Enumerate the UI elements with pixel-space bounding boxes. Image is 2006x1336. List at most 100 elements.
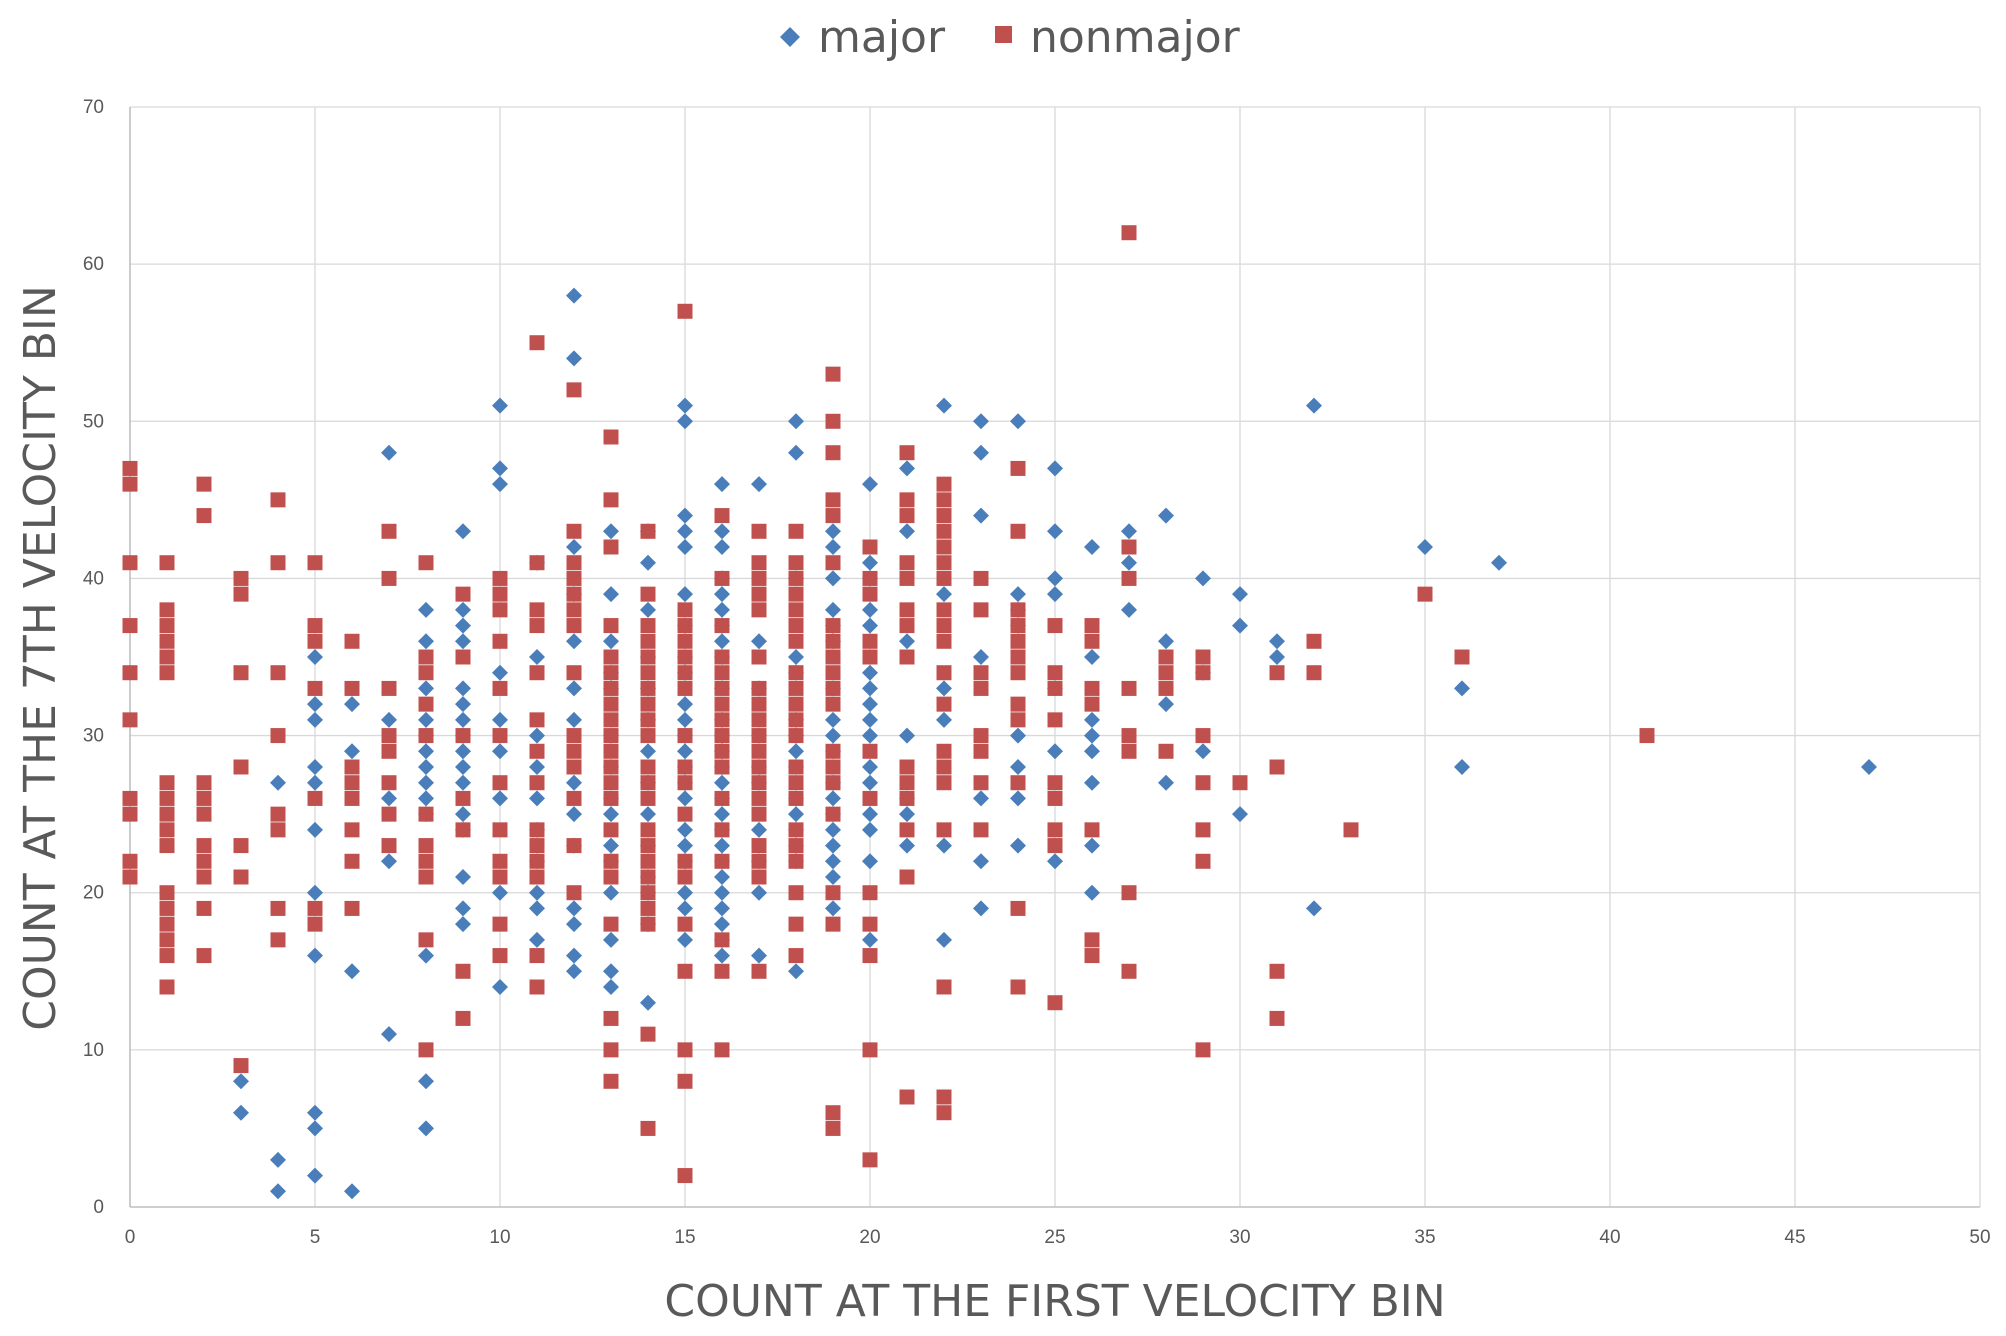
nonmajor-point bbox=[640, 523, 656, 539]
major-point bbox=[455, 711, 471, 728]
nonmajor-point bbox=[936, 508, 952, 524]
major-point bbox=[714, 806, 730, 823]
y-tick-label: 50 bbox=[83, 411, 104, 432]
nonmajor-point bbox=[492, 633, 508, 649]
major-point bbox=[936, 931, 952, 948]
nonmajor-point bbox=[825, 445, 841, 461]
x-tick-label: 0 bbox=[125, 1227, 136, 1248]
major-point bbox=[307, 947, 323, 964]
nonmajor-point bbox=[566, 555, 582, 571]
nonmajor-point bbox=[825, 366, 841, 382]
major-point bbox=[455, 633, 471, 650]
nonmajor-point bbox=[1010, 900, 1026, 916]
major-point bbox=[973, 649, 989, 665]
major-point bbox=[307, 821, 323, 838]
major-point bbox=[1269, 649, 1285, 665]
nonmajor-point bbox=[714, 680, 730, 696]
nonmajor-point bbox=[899, 1089, 915, 1105]
nonmajor-point bbox=[1047, 995, 1063, 1011]
nonmajor-point bbox=[899, 570, 915, 586]
nonmajor-point bbox=[788, 555, 804, 571]
major-point bbox=[529, 900, 545, 917]
nonmajor-point bbox=[677, 618, 693, 634]
major-point bbox=[677, 711, 693, 728]
x-tick-label: 10 bbox=[489, 1227, 510, 1248]
nonmajor-point bbox=[344, 633, 360, 649]
nonmajor-point bbox=[418, 838, 434, 854]
x-tick-label: 25 bbox=[1044, 1227, 1065, 1248]
major-point bbox=[825, 900, 841, 917]
nonmajor-point bbox=[418, 1042, 434, 1058]
major-point bbox=[455, 869, 471, 885]
nonmajor-point bbox=[751, 869, 767, 885]
nonmajor-point bbox=[381, 806, 397, 822]
nonmajor-point bbox=[529, 948, 545, 964]
nonmajor-point bbox=[677, 633, 693, 649]
major-point bbox=[418, 680, 434, 697]
nonmajor-point bbox=[159, 838, 175, 854]
nonmajor-point bbox=[233, 586, 249, 602]
nonmajor-point bbox=[640, 790, 656, 806]
nonmajor-point bbox=[492, 948, 508, 964]
nonmajor-point bbox=[899, 822, 915, 838]
major-point bbox=[529, 931, 545, 948]
major-point bbox=[862, 664, 878, 681]
major-point bbox=[1195, 743, 1211, 760]
nonmajor-point bbox=[936, 523, 952, 539]
nonmajor-point bbox=[640, 916, 656, 932]
nonmajor-point bbox=[566, 523, 582, 539]
nonmajor-point bbox=[307, 790, 323, 806]
major-point bbox=[825, 539, 841, 555]
nonmajor-point bbox=[714, 743, 730, 759]
nonmajor-point bbox=[899, 555, 915, 571]
nonmajor-point bbox=[381, 728, 397, 744]
nonmajor-point bbox=[862, 539, 878, 555]
major-point bbox=[603, 931, 619, 948]
major-point bbox=[307, 696, 323, 713]
nonmajor-point bbox=[677, 1168, 693, 1184]
nonmajor-point bbox=[936, 979, 952, 995]
nonmajor-point bbox=[307, 680, 323, 696]
nonmajor-point bbox=[788, 712, 804, 728]
major-point bbox=[1454, 680, 1470, 697]
nonmajor-point bbox=[640, 853, 656, 869]
nonmajor-point bbox=[899, 618, 915, 634]
major-point bbox=[640, 994, 656, 1011]
major-point bbox=[529, 790, 545, 807]
nonmajor-point bbox=[418, 728, 434, 744]
series-nonmajor bbox=[122, 225, 1655, 1184]
nonmajor-point bbox=[307, 555, 323, 571]
nonmajor-point bbox=[677, 963, 693, 979]
nonmajor-point bbox=[233, 869, 249, 885]
nonmajor-point bbox=[492, 728, 508, 744]
nonmajor-point bbox=[159, 900, 175, 916]
nonmajor-point bbox=[270, 900, 286, 916]
major-point bbox=[566, 963, 582, 980]
major-point bbox=[973, 900, 989, 917]
major-point bbox=[1084, 774, 1100, 791]
nonmajor-point bbox=[825, 1120, 841, 1136]
nonmajor-point bbox=[529, 618, 545, 634]
nonmajor-point bbox=[899, 775, 915, 791]
nonmajor-point bbox=[455, 728, 471, 744]
series-layer bbox=[122, 225, 1877, 1200]
nonmajor-point bbox=[196, 476, 212, 492]
nonmajor-point bbox=[788, 586, 804, 602]
nonmajor-point bbox=[529, 665, 545, 681]
nonmajor-point bbox=[1121, 743, 1137, 759]
major-point bbox=[603, 837, 619, 854]
nonmajor-point bbox=[344, 790, 360, 806]
nonmajor-point bbox=[714, 963, 730, 979]
y-tick-label: 0 bbox=[93, 1197, 104, 1218]
nonmajor-point bbox=[1121, 680, 1137, 696]
nonmajor-point bbox=[1010, 602, 1026, 618]
nonmajor-point bbox=[1047, 775, 1063, 791]
major-point bbox=[566, 539, 582, 555]
nonmajor-point bbox=[1232, 775, 1248, 791]
major-point bbox=[677, 523, 693, 540]
nonmajor-point bbox=[566, 382, 582, 398]
nonmajor-point bbox=[418, 665, 434, 681]
major-point bbox=[825, 711, 841, 728]
nonmajor-point bbox=[159, 916, 175, 932]
major-point bbox=[677, 931, 693, 948]
